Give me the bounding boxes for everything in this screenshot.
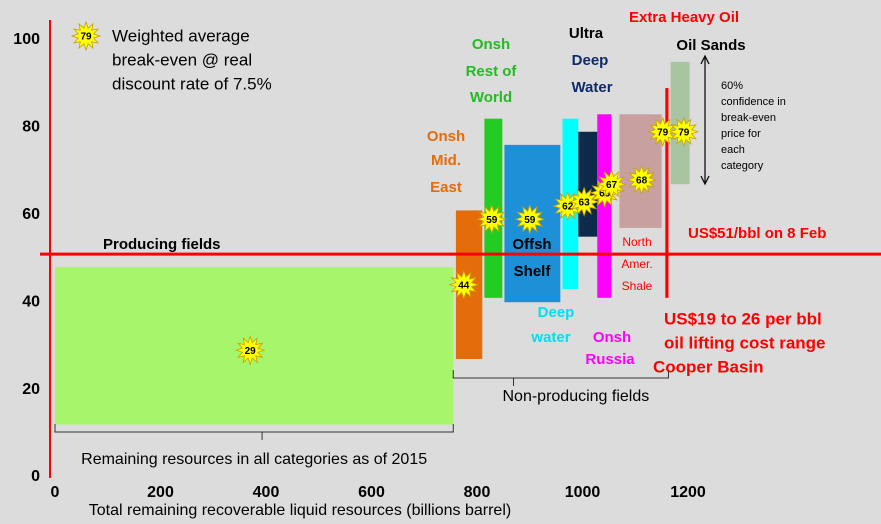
x-tick-label: 1200 — [670, 484, 706, 501]
confidence-note: confidence in — [721, 96, 786, 108]
y-tick-label: 80 — [22, 119, 40, 136]
x-tick-label: 800 — [464, 484, 491, 501]
x-tick-label: 1000 — [565, 484, 601, 501]
legend-text: discount rate of 7.5% — [112, 74, 272, 93]
bar-label: Mid. — [431, 152, 461, 169]
bar — [665, 88, 669, 298]
star — [668, 116, 700, 148]
bar-label: Water — [571, 79, 612, 96]
star-label: 68 — [636, 175, 648, 186]
confidence-note: price for — [721, 128, 761, 140]
lifting-note: US$19 to 26 per bbl — [664, 309, 822, 328]
star-label: 63 — [579, 197, 591, 208]
bar-label: Onsh — [593, 329, 631, 346]
brace-label: Remaining resources in all categories as… — [81, 451, 427, 468]
legend-star-label: 79 — [80, 32, 92, 43]
y-tick-label: 60 — [22, 206, 40, 223]
star-label: 59 — [486, 215, 498, 226]
star — [514, 203, 546, 235]
bar-label: Extra Heavy Oil — [629, 9, 739, 26]
confidence-note: each — [721, 144, 745, 156]
star — [448, 269, 480, 300]
x-axis-label: Total remaining recoverable liquid resou… — [89, 502, 511, 519]
bar-label: World — [470, 89, 512, 106]
star — [596, 168, 627, 200]
double-arrow — [700, 54, 710, 186]
bar-label: Shelf — [514, 263, 552, 280]
lifting-note: oil lifting cost range — [664, 333, 826, 352]
star-label: 59 — [524, 215, 536, 226]
bar — [578, 131, 598, 237]
star-label: 67 — [606, 180, 618, 191]
bar-label: Producing fields — [103, 236, 221, 253]
bar-label: East — [430, 179, 462, 196]
y-tick-label: 0 — [31, 468, 40, 485]
x-tick-label: 600 — [358, 484, 385, 501]
star-label: 44 — [458, 280, 470, 291]
star — [626, 164, 657, 196]
legend-text: Weighted average — [112, 26, 250, 45]
bar — [484, 118, 503, 298]
x-tick-label: 200 — [147, 484, 174, 501]
bar-label: Onsh — [472, 36, 510, 53]
bar-label: Ultra — [569, 25, 604, 42]
brace — [452, 370, 669, 386]
star — [476, 203, 508, 235]
y-tick-label: 20 — [22, 381, 40, 398]
star-label: 79 — [657, 127, 669, 138]
legend-text: break-even @ real — [112, 50, 252, 69]
y-tick-label: 100 — [13, 31, 40, 48]
star-label: 79 — [678, 127, 690, 138]
bar-label: Deep — [538, 304, 575, 321]
star — [647, 116, 678, 148]
star-label: 29 — [245, 346, 257, 357]
bar-label: Rest of — [466, 63, 518, 80]
bar-label: Deep — [572, 52, 609, 69]
bar-label: North — [622, 235, 651, 249]
bar-label: water — [530, 329, 570, 346]
y-tick-label: 40 — [22, 293, 40, 310]
legend-star — [70, 20, 102, 52]
bar-label: Amer. — [621, 257, 652, 271]
confidence-note: category — [721, 160, 764, 172]
bar-label: Oil Sands — [676, 37, 745, 54]
x-tick-label: 400 — [253, 484, 280, 501]
bar-label: Russia — [585, 351, 635, 368]
bar-label: Offsh — [512, 236, 551, 253]
confidence-note: 60% — [721, 80, 743, 92]
x-tick-label: 0 — [51, 484, 60, 501]
bar-label: Shale — [622, 279, 653, 293]
lifting-note: Cooper Basin — [653, 357, 764, 376]
star-label: 62 — [562, 202, 574, 213]
brace-label: Non-producing fields — [502, 388, 649, 405]
reference-label: US$51/bbl on 8 Feb — [688, 225, 826, 242]
brace — [54, 424, 454, 440]
bar-label: Onsh — [427, 128, 465, 145]
confidence-note: break-even — [721, 112, 776, 124]
star — [234, 335, 266, 366]
